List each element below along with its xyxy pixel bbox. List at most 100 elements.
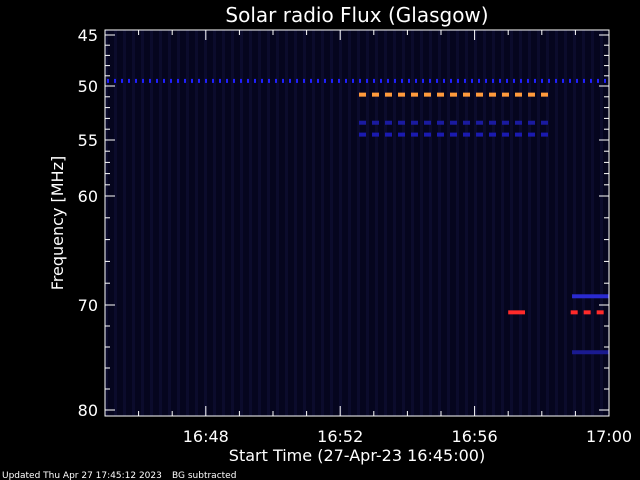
feature-segment bbox=[424, 132, 431, 137]
stripe bbox=[285, 30, 288, 416]
feature-segment bbox=[489, 92, 496, 97]
feature-segment bbox=[515, 132, 522, 137]
stripe bbox=[240, 30, 243, 416]
feature-segment bbox=[506, 78, 508, 83]
feature-segment bbox=[583, 310, 591, 315]
stripe bbox=[456, 30, 459, 416]
feature-segment bbox=[177, 78, 179, 83]
stripe bbox=[348, 30, 351, 416]
feature-segment bbox=[338, 78, 340, 83]
stripe bbox=[321, 30, 324, 416]
feature-1 bbox=[359, 92, 548, 97]
feature-segment bbox=[394, 78, 396, 83]
feature-segment bbox=[572, 294, 609, 299]
feature-segment bbox=[310, 78, 312, 83]
stripe bbox=[546, 30, 549, 416]
stripe bbox=[105, 30, 108, 416]
feature-segment bbox=[261, 78, 263, 83]
stripe bbox=[537, 30, 540, 416]
feature-segment bbox=[528, 120, 535, 125]
stripe bbox=[564, 30, 567, 416]
x-tick-label: 16:52 bbox=[317, 427, 363, 446]
chart-title: Solar radio Flux (Glasgow) bbox=[225, 3, 488, 27]
x-tick-label: 16:48 bbox=[183, 427, 229, 446]
feature-segment bbox=[359, 132, 366, 137]
feature-segment bbox=[515, 120, 522, 125]
feature-segment bbox=[590, 78, 592, 83]
feature-segment bbox=[520, 78, 522, 83]
stripe bbox=[330, 30, 333, 416]
feature-segment bbox=[385, 92, 392, 97]
feature-segment bbox=[142, 78, 144, 83]
x-tick-label: 17:00 bbox=[586, 427, 632, 446]
feature-segment bbox=[191, 78, 193, 83]
stripe bbox=[366, 30, 369, 416]
stripe bbox=[528, 30, 531, 416]
y-tick-label: 45 bbox=[78, 26, 98, 45]
feature-segment bbox=[604, 78, 606, 83]
feature-segment bbox=[289, 78, 291, 83]
feature-segment bbox=[443, 78, 445, 83]
feature-segment bbox=[450, 78, 452, 83]
y-tick-label: 70 bbox=[78, 296, 98, 315]
feature-segment bbox=[437, 92, 444, 97]
feature-segment bbox=[107, 78, 109, 83]
feature-segment bbox=[528, 92, 535, 97]
feature-segment bbox=[385, 120, 392, 125]
stripe bbox=[465, 30, 468, 416]
feature-segment bbox=[476, 132, 483, 137]
feature-segment bbox=[149, 78, 151, 83]
stripe bbox=[447, 30, 450, 416]
feature-segment bbox=[569, 78, 571, 83]
feature-segment bbox=[408, 78, 410, 83]
feature-segment bbox=[541, 132, 548, 137]
feature-segment bbox=[372, 92, 379, 97]
feature-segment bbox=[515, 92, 522, 97]
feature-segment bbox=[527, 78, 529, 83]
feature-segment bbox=[411, 120, 418, 125]
feature-segment bbox=[492, 78, 494, 83]
feature-segment bbox=[499, 78, 501, 83]
stripe bbox=[195, 30, 198, 416]
feature-segment bbox=[170, 78, 172, 83]
feature-segment bbox=[359, 120, 366, 125]
feature-segment bbox=[411, 92, 418, 97]
stripe bbox=[249, 30, 252, 416]
footer-note: BG subtracted bbox=[172, 471, 236, 480]
stripe bbox=[420, 30, 423, 416]
feature-segment bbox=[476, 92, 483, 97]
feature-segment bbox=[233, 78, 235, 83]
feature-segment bbox=[226, 78, 228, 83]
feature-segment bbox=[476, 120, 483, 125]
feature-segment bbox=[401, 78, 403, 83]
stripe bbox=[357, 30, 360, 416]
feature-segment bbox=[128, 78, 130, 83]
feature-segment bbox=[528, 132, 535, 137]
stripe bbox=[258, 30, 261, 416]
stripe bbox=[222, 30, 225, 416]
feature-segment bbox=[135, 78, 137, 83]
feature-segment bbox=[450, 120, 457, 125]
x-axis: 16:48 16:52 16:56 17:00 bbox=[104, 30, 632, 446]
feature-3 bbox=[359, 132, 548, 137]
feature-5 bbox=[570, 310, 604, 315]
feature-segment bbox=[398, 120, 405, 125]
feature-segment bbox=[463, 132, 470, 137]
feature-segment bbox=[502, 92, 509, 97]
feature-segment bbox=[240, 78, 242, 83]
feature-segment bbox=[247, 78, 249, 83]
footer-updated: Updated Thu Apr 27 17:45:12 2023 bbox=[2, 471, 162, 480]
feature-segment bbox=[463, 92, 470, 97]
feature-segment bbox=[478, 78, 480, 83]
stripe bbox=[231, 30, 234, 416]
feature-segment bbox=[345, 78, 347, 83]
feature-segment bbox=[303, 78, 305, 83]
stripe bbox=[582, 30, 585, 416]
feature-7 bbox=[572, 350, 609, 355]
feature-segment bbox=[373, 78, 375, 83]
feature-segment bbox=[485, 78, 487, 83]
feature-segment bbox=[415, 78, 417, 83]
feature-segment bbox=[502, 120, 509, 125]
feature-segment bbox=[359, 78, 361, 83]
